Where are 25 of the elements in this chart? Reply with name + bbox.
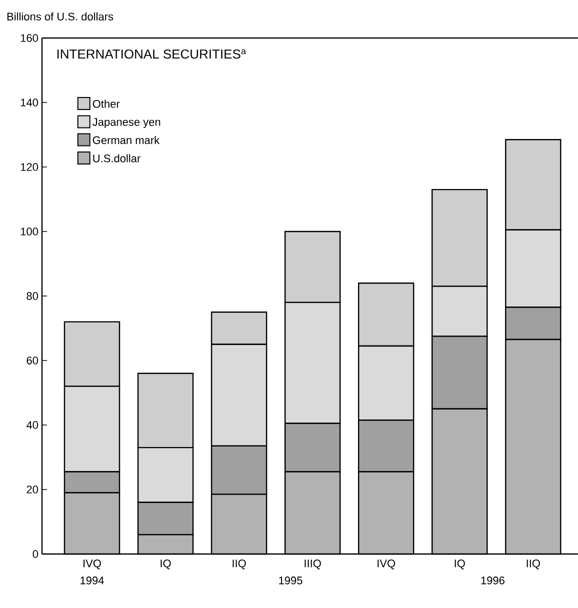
text: 1995 [279,576,302,584]
y-tick-label: 60 [26,356,38,364]
y-axis-title: Billions of U.S. dollars [7,12,114,20]
x-tick-label: IIQ [526,560,540,570]
text: INTERNATIONAL SECURITIES$^{a}$ [57,49,246,59]
y-tick-label: 80 [26,292,38,300]
y-tick-label: 20 [26,486,38,494]
text: 1994 [80,576,104,584]
x-tick-label: IQ [454,560,465,570]
x-tick-label: IVQ [84,560,101,570]
legend-label: German mark [92,136,160,144]
legend-label: Other [92,100,120,108]
x-tick-label: IQ [160,560,171,570]
text: 1996 [481,576,504,584]
y-tick-label: 40 [26,421,38,429]
y-tick-label: 0 [32,550,38,558]
x-tick-label: IIIQ [304,560,321,570]
y-tick-label: 140 [20,98,38,106]
legend-label: U.S.dollar [93,154,140,162]
legend-label: Japanese yen [92,118,160,128]
y-tick-label: 100 [20,228,38,236]
y-tick-label: 120 [20,163,38,171]
y-tick-label: 160 [20,34,38,42]
x-tick-label: IVQ [378,560,396,570]
x-tick-label: IIQ [232,560,246,570]
